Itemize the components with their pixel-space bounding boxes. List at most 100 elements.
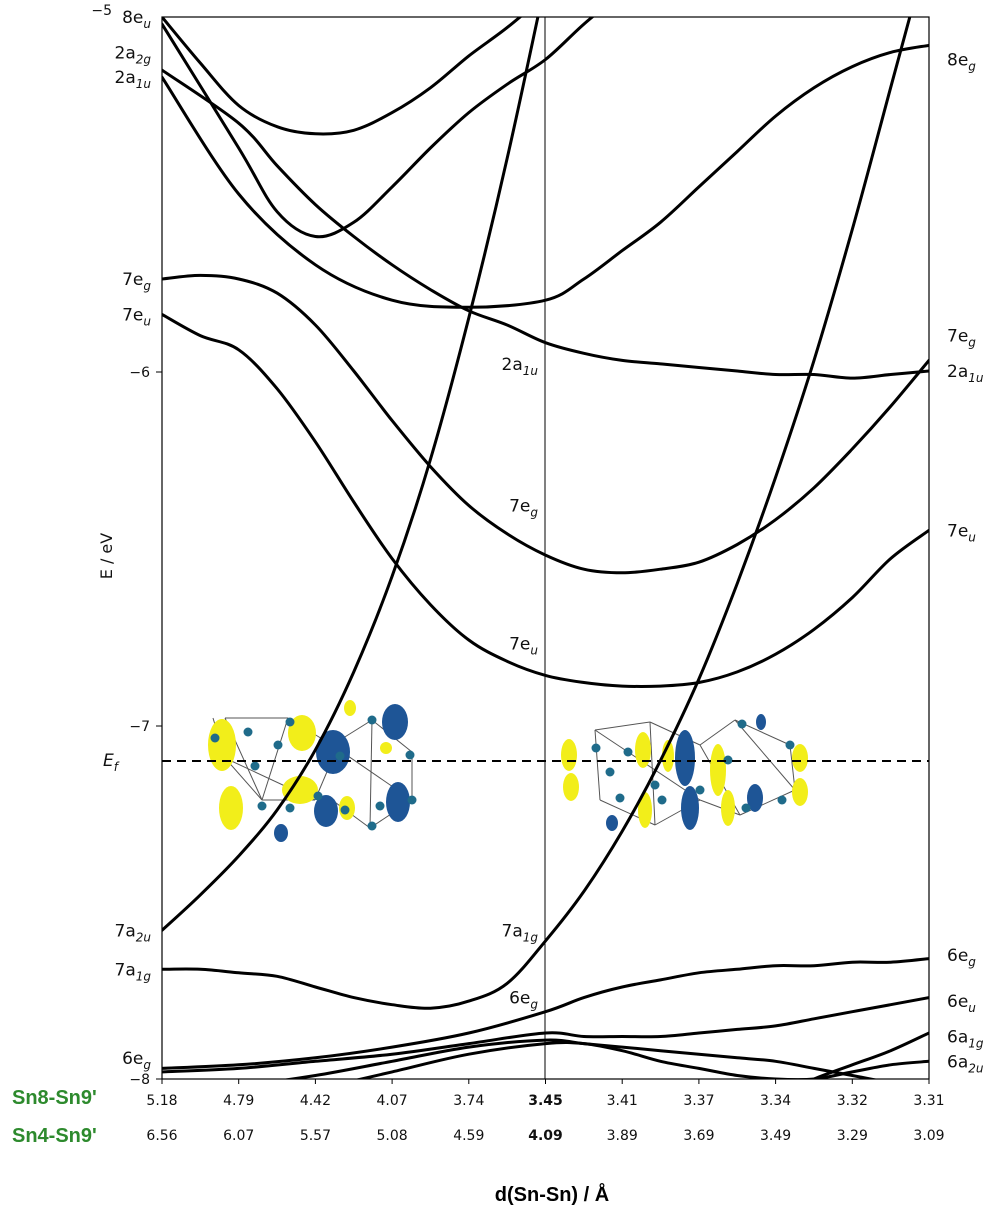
orbital-lobe-positive	[638, 792, 652, 828]
fermi-label: Ef	[103, 751, 120, 774]
atom	[785, 740, 795, 750]
series-line-9	[162, 957, 929, 1070]
atom	[605, 767, 615, 777]
atom	[285, 803, 295, 813]
x-tick-label: 3.41	[607, 1093, 638, 1109]
level-labels: 8eu2a2g2a1u7eg7eu7a2u7a1g6eg2a1u7eg7eu7a…	[115, 8, 984, 1075]
middle-level-label-4: 7a1g	[502, 921, 539, 944]
x-tick-label: 5.18	[146, 1093, 177, 1109]
atom	[650, 780, 660, 790]
x-tick-label: 4.42	[300, 1093, 331, 1109]
curves	[162, 17, 929, 1079]
bond	[369, 719, 373, 829]
atom	[741, 803, 751, 813]
x-tick-label: 3.89	[607, 1128, 638, 1144]
atom	[723, 755, 733, 765]
orbital-lobe-negative	[675, 730, 695, 786]
bond	[699, 719, 736, 746]
bond	[594, 721, 651, 731]
row-label-sn4: Sn4-Sn9'	[12, 1125, 97, 1147]
y-axis: −5 −6 −7 −8 E / eV	[91, 3, 162, 1088]
y-tick-label: −8	[129, 1072, 150, 1088]
atom	[273, 740, 283, 750]
atom	[313, 791, 323, 801]
right-level-label-6: 6eu	[947, 992, 976, 1015]
orbital-lobe-positive	[219, 786, 243, 830]
atom	[615, 793, 625, 803]
atom	[375, 801, 385, 811]
series-line-13	[810, 1031, 929, 1079]
middle-level-label-1: 2a1u	[502, 355, 539, 378]
left-level-label-1: 8eu	[122, 8, 151, 31]
orbital-lobe-negative	[274, 824, 288, 842]
middle-level-label-5: 6eg	[509, 989, 538, 1012]
x-axis-title: d(Sn-Sn) / Å	[495, 1182, 609, 1206]
atom	[250, 761, 260, 771]
atom	[695, 785, 705, 795]
orbital-lobe-negative	[314, 795, 338, 827]
left-level-label-4: 7eg	[122, 270, 151, 293]
right-level-label-3: 2a1u	[947, 362, 984, 385]
atom	[210, 733, 220, 743]
x-tick-label: 5.57	[300, 1128, 331, 1144]
atom	[405, 750, 415, 760]
orbital-lobe-positive	[710, 744, 726, 796]
orbital-lobe-negative	[606, 815, 618, 831]
left-level-label-2: 2a2g	[115, 43, 152, 66]
series-line-7	[162, 17, 540, 932]
atom	[591, 743, 601, 753]
x-tick-label: 3.69	[683, 1128, 714, 1144]
orbital-lobe-positive	[288, 715, 316, 751]
series-line-12	[354, 1040, 929, 1079]
bond	[224, 757, 263, 801]
orbital-lobe-negative	[382, 704, 408, 740]
series-line-6	[162, 312, 929, 688]
atom	[737, 719, 747, 729]
orbital-lobe-positive	[721, 790, 735, 826]
bond	[261, 717, 289, 801]
series-line-10	[162, 996, 929, 1074]
atom	[657, 795, 667, 805]
x-tick-label: 4.09	[528, 1128, 563, 1144]
orbital-lobe-positive	[208, 719, 236, 771]
left-level-label-5: 7eu	[122, 305, 151, 328]
x-tick-label: 3.32	[837, 1093, 868, 1109]
series-line-4	[162, 43, 929, 309]
right-level-label-1: 8eg	[947, 50, 976, 73]
atom	[285, 717, 295, 727]
orbital-lobe-positive	[561, 739, 577, 771]
orbital-lobe-positive	[282, 776, 318, 804]
x-tick-label: 3.74	[453, 1093, 484, 1109]
orbital-lobe-negative	[316, 730, 350, 774]
bond	[594, 729, 701, 801]
x-tick-label: 3.29	[837, 1128, 868, 1144]
y-tick-label: −5	[91, 3, 112, 19]
x-tick-label: 3.34	[760, 1093, 791, 1109]
middle-level-label-3: 7eu	[509, 635, 538, 658]
right-level-label-2: 7eg	[947, 327, 976, 350]
orbital-lobe-positive	[563, 773, 579, 801]
series-line-11	[282, 1038, 879, 1079]
atom	[367, 715, 377, 725]
orbital-lobe-positive	[792, 744, 808, 772]
right-level-label-4: 7eu	[947, 521, 976, 544]
orbital-insets	[202, 690, 818, 848]
orbital-lobe-positive	[792, 778, 808, 806]
x-tick-label: 5.08	[377, 1128, 408, 1144]
atom	[257, 801, 267, 811]
orbital-lobe-positive	[380, 742, 392, 754]
orbital-lobe-negative	[756, 714, 766, 730]
orbital-lobe-negative	[386, 782, 410, 822]
orbital-lobe-negative	[681, 786, 699, 830]
atom	[243, 727, 253, 737]
x-tick-label: 4.07	[377, 1093, 408, 1109]
x-tick-label: 4.59	[453, 1128, 484, 1144]
x-axis: 5.18 6.56 4.79 6.07 4.42 5.57 4.07 5.08 3.74 4.59…	[146, 1079, 945, 1144]
orbital-lobe-positive	[635, 732, 651, 768]
series-line-8	[162, 17, 912, 1010]
bond	[594, 729, 601, 801]
middle-level-label-2: 7eg	[509, 497, 538, 520]
atom	[623, 747, 633, 757]
x-tick-label: 3.37	[683, 1093, 714, 1109]
